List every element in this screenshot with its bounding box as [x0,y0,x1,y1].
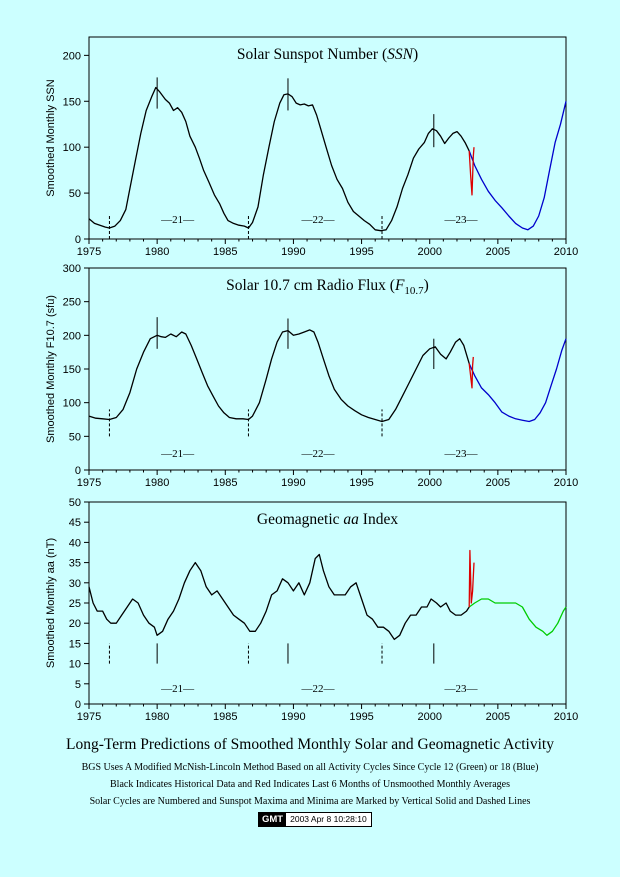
gmt-logo: GMT [259,813,287,826]
y-tick-label: 300 [63,263,81,275]
y-tick-label: 200 [63,330,81,342]
x-tick-label: 1990 [281,477,305,489]
y-tick-label: 30 [69,578,81,590]
panel-title: Solar Sunspot Number (SSN) [237,46,418,63]
plot-frame [88,36,567,240]
panel-title-suffix: Index [359,511,398,528]
unsmoothed-data-line [468,549,475,608]
panel-title-symbol: F [394,277,405,294]
cycle-label: —23— [444,214,479,226]
x-tick-label: 1985 [213,246,237,258]
prediction-line [468,598,567,636]
chart-panel-1: 0 50 100 150 200 1975 1980 1985 1990 1995 2000 2005… [45,36,578,258]
y-tick-label: 35 [69,558,81,570]
figure-title: Long-Term Predictions of Smoothed Monthl… [66,736,554,753]
y-tick-label: 100 [63,142,81,154]
y-tick-label: 150 [63,364,81,376]
panel-title: Geomagnetic aa Index [257,511,398,528]
prediction-line [468,101,567,231]
cycle-label: —22— [300,214,335,226]
cycle-label: —22— [300,448,335,460]
x-tick-label: 1980 [145,711,169,723]
panel-title-text: Geomagnetic [257,511,344,528]
cycle-label: —21— [160,214,195,226]
panel-title-suffix: ) [413,46,418,63]
panel-title: Solar 10.7 cm Radio Flux (F10.7) [226,277,429,297]
cycle-label: —23— [444,448,479,460]
y-tick-label: 0 [75,465,81,477]
y-tick-label: 200 [63,50,81,62]
y-tick-label: 15 [69,638,81,650]
x-tick-label: 1995 [349,246,373,258]
x-tick-label: 1995 [349,477,373,489]
x-tick-label: 1995 [349,711,373,723]
chart-panel-2: 0 50 100 150 200 250 300 1975 1980 1985 1990 1995 20… [45,263,578,489]
x-tick-label: 1985 [213,477,237,489]
y-axis-label: Smoothed Monthly SSN [45,79,57,196]
x-tick-label: 2005 [486,246,510,258]
historical-data-line [88,329,470,423]
cycle-label: —21— [160,683,195,695]
x-tick-label: 2010 [554,711,578,723]
y-tick-label: 40 [69,537,81,549]
gmt-timestamp: GMT 2003 Apr 8 10:28:10 [258,812,372,827]
historical-data-line [88,86,470,232]
panel-title-text: Solar Sunspot Number ( [237,46,387,63]
x-tick-label: 2010 [554,477,578,489]
y-axis-label: Smoothed Monthly F10.7 (sfu) [45,295,57,443]
plot-frame [88,267,567,471]
x-tick-label: 2005 [486,477,510,489]
y-tick-label: 25 [69,598,81,610]
x-tick-label: 1980 [145,477,169,489]
y-tick-label: 5 [75,679,81,691]
cycle-label: —22— [300,683,335,695]
y-tick-label: 250 [63,297,81,309]
x-tick-label: 1990 [281,246,305,258]
x-tick-label: 2000 [417,711,441,723]
chart-panel-3: 0 5 10 15 20 25 30 35 40 45 50 1975 1980 1985 1990 1995… [45,497,578,723]
unsmoothed-data-line [468,356,474,389]
y-tick-label: 50 [69,497,81,509]
panel-title-symbol: aa [343,511,359,528]
x-tick-label: 1980 [145,246,169,258]
x-tick-label: 2005 [486,711,510,723]
markers-note: Solar Cycles are Numbered and Sunspot Ma… [89,796,531,807]
timestamp-text: 2003 Apr 8 10:28:10 [286,813,371,826]
panel-title-symbol: SSN [387,46,415,63]
y-tick-label: 50 [69,188,81,200]
panel-title-subscript: 10.7 [404,285,424,297]
y-tick-label: 20 [69,618,81,630]
unsmoothed-data-line [468,147,475,196]
color-legend-note: Black Indicates Historical Data and Red … [110,779,510,790]
x-tick-label: 2010 [554,246,578,258]
y-tick-label: 50 [69,431,81,443]
y-tick-label: 150 [63,96,81,108]
panel-title-suffix: ) [424,277,429,294]
x-tick-label: 1985 [213,711,237,723]
prediction-line [468,338,567,423]
cycle-label: —23— [444,683,479,695]
x-tick-label: 1975 [77,477,101,489]
cycle-label: —21— [160,448,195,460]
x-tick-label: 1975 [77,711,101,723]
y-tick-label: 0 [75,234,81,246]
historical-data-line [88,553,470,641]
x-tick-label: 1975 [77,246,101,258]
y-tick-label: 0 [75,699,81,711]
panel-title-text: Solar 10.7 cm Radio Flux ( [226,277,395,294]
x-tick-label: 2000 [417,477,441,489]
x-tick-label: 1990 [281,711,305,723]
y-tick-label: 100 [63,398,81,410]
method-note: BGS Uses A Modified McNish-Lincoln Metho… [81,762,539,773]
y-axis-label: Smoothed Monthly aa (nT) [45,538,57,668]
y-tick-label: 10 [69,659,81,671]
x-tick-label: 2000 [417,246,441,258]
y-tick-label: 45 [69,517,81,529]
